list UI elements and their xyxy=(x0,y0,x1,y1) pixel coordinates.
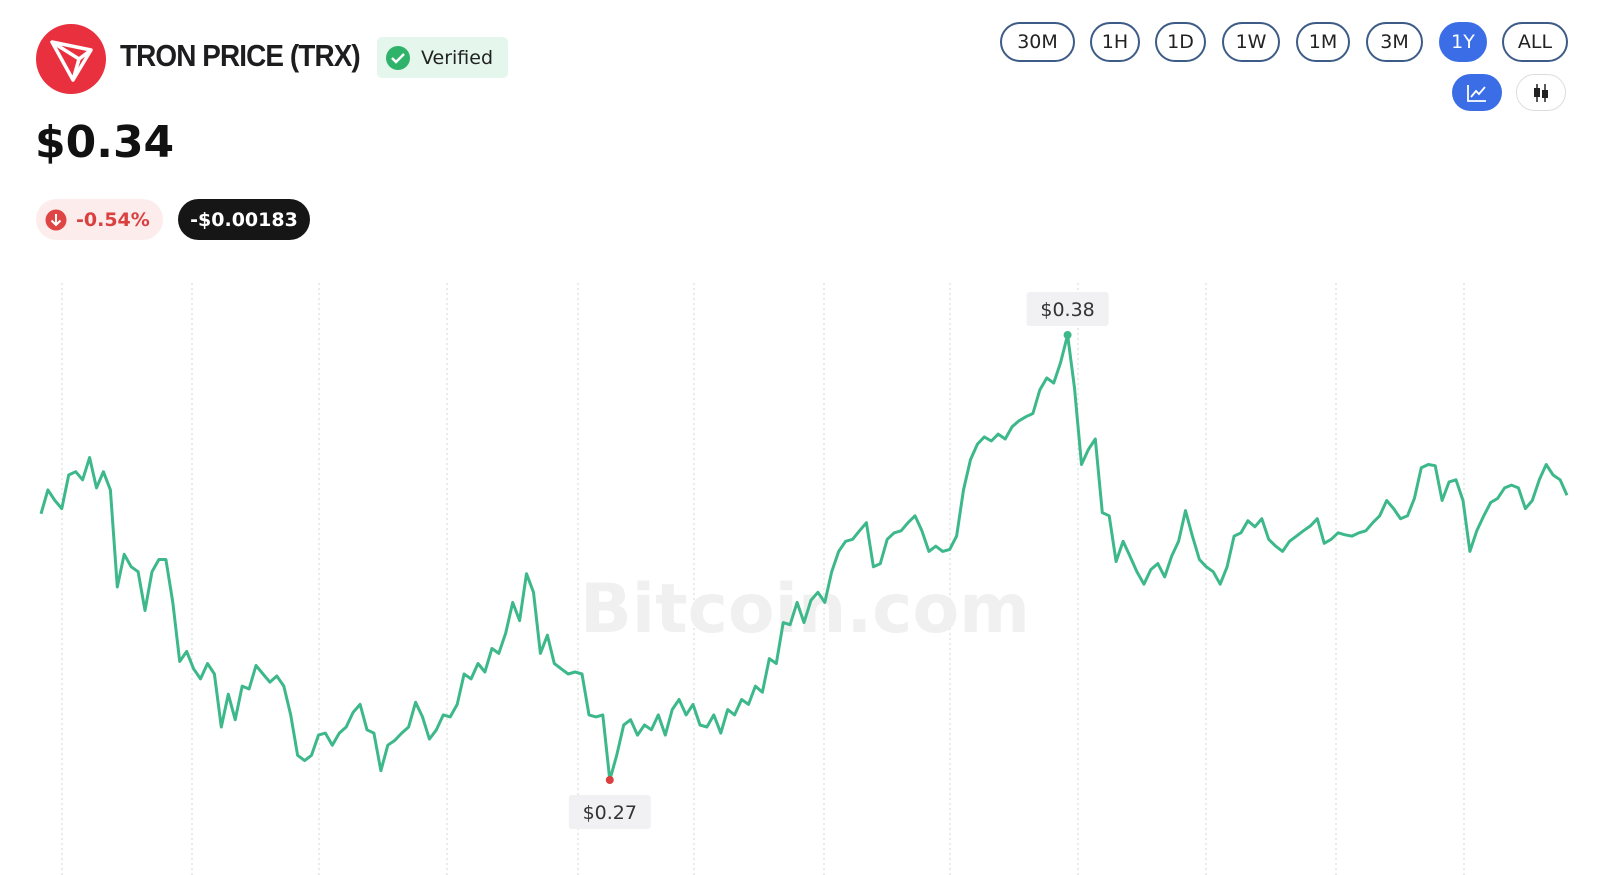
range-button[interactable]: 1W xyxy=(1222,22,1280,62)
extreme-dot xyxy=(1063,331,1072,339)
range-button[interactable]: 1H xyxy=(1090,22,1140,62)
annotation-box xyxy=(568,795,651,829)
annotation-label: $0.27 xyxy=(583,802,637,824)
coin-title: TRON PRICE (TRX) xyxy=(120,38,361,73)
line-chart-toggle[interactable] xyxy=(1452,74,1502,111)
range-button[interactable]: 3M xyxy=(1366,22,1423,62)
annotation-box xyxy=(1026,292,1109,326)
candle-icon xyxy=(1534,83,1548,102)
range-button[interactable]: 1M xyxy=(1296,22,1350,62)
watermark: Bitcoin.com xyxy=(580,570,1030,649)
down-icon xyxy=(45,209,67,230)
price: $0.34 xyxy=(35,117,175,168)
range-button[interactable]: ALL xyxy=(1502,22,1568,62)
line-icon xyxy=(1467,84,1486,102)
tron-logo xyxy=(36,24,106,94)
price-line xyxy=(39,333,1569,782)
check-icon xyxy=(386,45,410,70)
badge-text: Verified xyxy=(421,46,494,69)
percent-text: -0.54% xyxy=(76,208,150,231)
change-amount: -$0.00183 xyxy=(178,199,310,240)
extreme-dot xyxy=(605,776,614,784)
range-button[interactable]: 1D xyxy=(1155,22,1206,62)
candle-chart-toggle[interactable] xyxy=(1516,74,1566,111)
change-percent: -0.54% xyxy=(36,199,163,240)
annotation-label: $0.38 xyxy=(1040,299,1094,321)
range-button[interactable]: 1Y xyxy=(1439,22,1487,62)
range-button[interactable]: 30M xyxy=(1000,22,1075,62)
verified-badge: Verified xyxy=(377,37,508,78)
